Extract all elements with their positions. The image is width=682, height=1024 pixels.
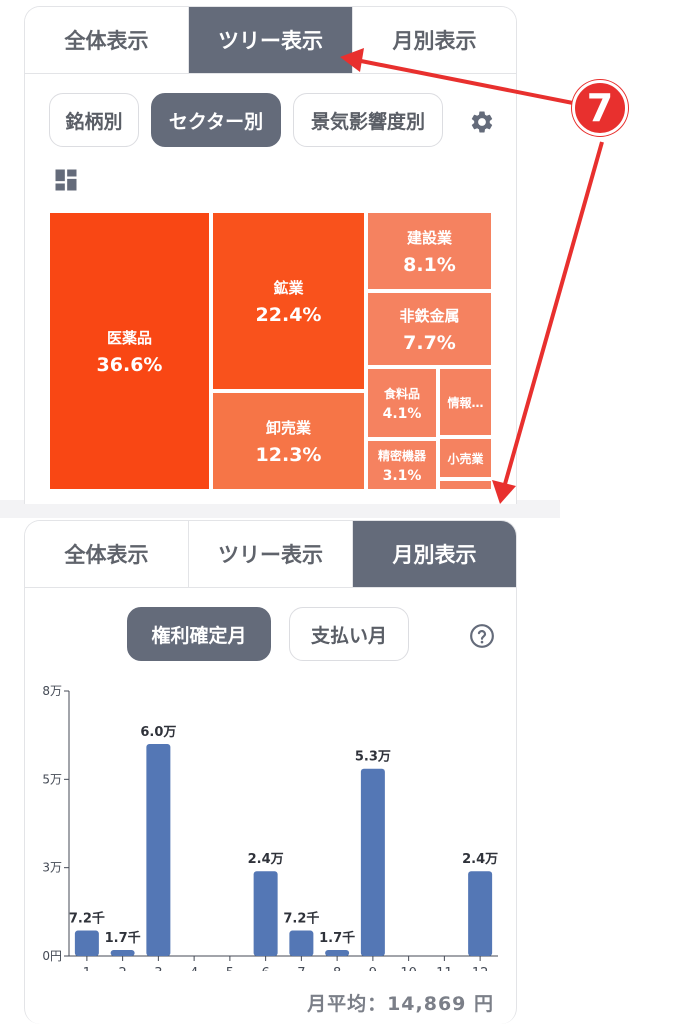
tile-name: 建設業 xyxy=(406,228,452,247)
tile-percent: 7.7% xyxy=(403,331,456,354)
chip-by-sector[interactable]: セクター別 xyxy=(151,93,281,147)
chip-payment-month[interactable]: 支払い月 xyxy=(289,607,409,661)
tab-tree[interactable]: ツリー表示 xyxy=(189,7,353,73)
tile-percent: 4.1% xyxy=(382,405,422,422)
tile-name: 小売業 xyxy=(447,451,484,466)
x-tick-label: 1 xyxy=(83,966,91,971)
bar-data-label: 6.0万 xyxy=(140,725,176,740)
y-tick-label: 0円 xyxy=(42,949,62,963)
bar xyxy=(468,871,493,956)
monthly-average: 月平均：14,869 円 xyxy=(307,993,494,1015)
bar xyxy=(74,930,99,956)
tile-name: 医薬品 xyxy=(106,328,152,347)
bar-data-label: 7.2千 xyxy=(283,911,319,927)
arrow-line-to-monthly-tab xyxy=(503,141,604,485)
x-tick-label: 9 xyxy=(369,966,377,971)
bar-data-label: 5.3万 xyxy=(355,750,391,765)
bar xyxy=(110,949,135,956)
treemap-tile[interactable]: 精密機器 3.1% xyxy=(366,439,438,491)
x-tick-label: 8 xyxy=(333,966,341,971)
tab-tree[interactable]: ツリー表示 xyxy=(189,521,353,587)
x-tick-label: 4 xyxy=(190,966,198,971)
treemap-tile[interactable]: 医薬品 36.6% xyxy=(48,211,211,491)
bar-data-label: 1.7千 xyxy=(105,930,141,946)
x-tick-label: 7 xyxy=(297,966,305,971)
monthly-dividend-bar-chart: 0円 3万 5万 8万 1 7.2千 2 1.7千 3 6.0万 4 5 6 2.4万 7 7.2千 8 1.7千… xyxy=(42,684,498,971)
bar xyxy=(253,871,278,956)
bar-data-label: 2.4万 xyxy=(462,852,498,867)
gear-icon[interactable] xyxy=(467,107,497,137)
tile-percent: 12.3% xyxy=(255,443,322,466)
chip-record-month[interactable]: 権利確定月 xyxy=(127,607,271,661)
sector-treemap: 医薬品 36.6% 鉱業 22.4% 卸売業 12.3% 建設業 8.1% 非鉄… xyxy=(48,211,493,491)
tile-percent: 8.1% xyxy=(403,253,456,276)
treemap-tile[interactable]: 食料品 4.1% xyxy=(366,367,438,439)
treemap-tile[interactable]: 建設業 8.1% xyxy=(366,211,493,291)
treemap-tile[interactable]: 鉱業 22.4% xyxy=(211,211,366,391)
treemap-tile[interactable]: 非鉄金属 7.7% xyxy=(366,291,493,367)
tile-name: 精密機器 xyxy=(377,448,426,463)
tile-name: 卸売業 xyxy=(265,418,311,437)
tab-overall[interactable]: 全体表示 xyxy=(25,7,189,73)
panel-gap xyxy=(0,500,560,518)
x-tick-label: 2 xyxy=(118,966,126,971)
bar xyxy=(289,930,314,956)
tile-name: 食料品 xyxy=(383,386,420,401)
bar-data-label: 2.4万 xyxy=(248,852,284,867)
tile-percent: 3.1% xyxy=(382,467,422,484)
help-circle-icon[interactable] xyxy=(467,621,497,651)
treemap-tile[interactable]: 小売業 xyxy=(438,437,493,479)
tile-name: 情報… xyxy=(447,395,484,410)
treemap-tile[interactable]: 卸売業 12.3% xyxy=(211,391,366,491)
x-tick-label: 10 xyxy=(400,966,417,971)
x-tick-label: 11 xyxy=(436,966,453,971)
bar xyxy=(146,744,171,956)
tile-percent: 36.6% xyxy=(96,353,163,376)
treemap-tile[interactable]: 情報… xyxy=(438,367,493,437)
tab-overall[interactable]: 全体表示 xyxy=(25,521,189,587)
chip-by-stock[interactable]: 銘柄別 xyxy=(49,93,139,147)
bar xyxy=(360,768,385,956)
step-badge: 7 xyxy=(572,80,628,136)
y-tick-label: 8万 xyxy=(42,684,62,698)
tile-name: 非鉄金属 xyxy=(399,306,460,325)
monthly-view-panel: 全体表示 ツリー表示 月別表示 権利確定月 支払い月 0円 3万 5万 8万 1 7.2千… xyxy=(24,520,517,1024)
tile-percent: 22.4% xyxy=(255,303,322,326)
tab-monthly[interactable]: 月別表示 xyxy=(353,521,516,587)
bar-data-label: 1.7千 xyxy=(319,930,355,946)
tree-view-panel: 全体表示 ツリー表示 月別表示 銘柄別 セクター別 景気影響度別 医薬品 36.… xyxy=(24,6,517,504)
tab-monthly[interactable]: 月別表示 xyxy=(353,7,516,73)
view-tabs: 全体表示 ツリー表示 月別表示 xyxy=(25,7,516,74)
x-tick-label: 3 xyxy=(154,966,162,971)
tile-name: 鉱業 xyxy=(273,278,304,297)
x-tick-label: 5 xyxy=(226,966,234,971)
y-tick-label: 3万 xyxy=(42,861,62,875)
view-tabs: 全体表示 ツリー表示 月別表示 xyxy=(25,521,516,588)
x-tick-label: 12 xyxy=(472,966,489,971)
chip-by-business-cycle[interactable]: 景気影響度別 xyxy=(293,93,443,147)
treemap-tile[interactable] xyxy=(438,479,493,491)
dashboard-icon[interactable] xyxy=(51,165,81,195)
y-tick-label: 5万 xyxy=(42,772,62,786)
x-tick-label: 6 xyxy=(261,966,269,971)
bar xyxy=(325,949,350,956)
bar-data-label: 7.2千 xyxy=(69,911,105,927)
